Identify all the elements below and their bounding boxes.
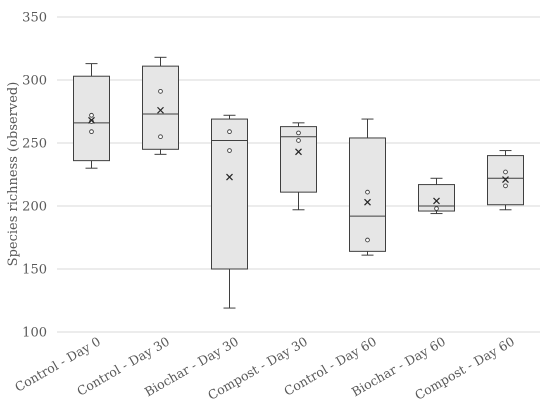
y-tick-label: 350 [22,11,47,26]
y-tick-label: 150 [22,263,47,278]
data-point [227,148,232,153]
data-point [89,129,94,135]
y-tick-label: 100 [22,326,47,341]
data-point [503,183,508,189]
data-point [434,206,439,211]
y-axis-title: Species richness (observed) [6,82,21,267]
y-tick-label: 250 [22,137,47,152]
data-point [158,88,163,94]
box-group [418,177,455,215]
data-point [296,130,301,136]
mean-marker-stroke [226,173,233,181]
mean-marker [433,197,440,205]
interquartile-box [211,118,248,270]
data-point [365,237,370,243]
mean-marker [157,106,164,114]
mean-marker [226,173,233,181]
mean-marker-stroke [295,148,302,156]
mean-marker [295,148,302,156]
interquartile-box [349,137,386,252]
mean-marker [88,116,95,124]
mean-marker-stroke [364,198,371,206]
interquartile-box [280,126,317,193]
mean-marker-stroke [502,176,509,183]
y-axis-tick-labels: 100 150 200 250 300 350 [22,11,47,341]
mean-marker [364,198,371,206]
box-group [142,56,179,155]
box-group [73,63,110,169]
box-series [73,56,524,309]
data-point [365,189,370,195]
box-group [349,118,386,256]
data-point [158,134,163,140]
y-tick-label: 300 [22,74,47,89]
data-point [89,112,94,118]
data-point [296,138,301,143]
box-group [487,150,524,211]
interquartile-box [73,75,110,162]
box-group [280,122,317,211]
mean-marker-stroke [88,116,95,124]
data-point [503,169,508,175]
box-group [211,114,248,309]
mean-marker-stroke [157,106,164,114]
mean-marker [502,176,509,183]
mean-marker-stroke [433,197,440,205]
data-point [227,129,232,135]
y-tick-label: 200 [22,200,47,215]
